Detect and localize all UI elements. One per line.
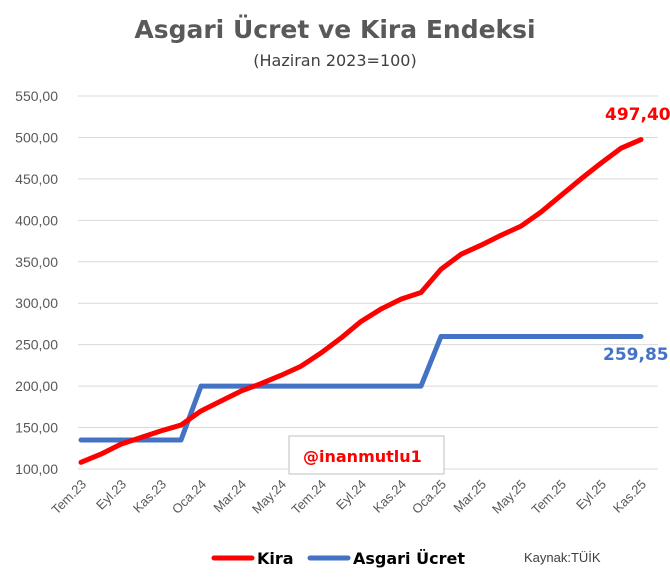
gridlines <box>78 95 658 470</box>
asgari-last-value-label: 259,85 <box>603 345 669 365</box>
x-tick-label: Eyl.23 <box>93 477 129 513</box>
x-tick-label: Oca.24 <box>169 477 209 517</box>
author-handle: @inanmutlu1 <box>303 447 422 466</box>
x-tick-label: Tem.24 <box>288 477 329 518</box>
series-line-kira <box>78 137 644 465</box>
legend-label-kira: Kira <box>257 549 294 568</box>
source-note: Kaynak:TÜİK <box>524 550 601 565</box>
watermark-frame <box>288 435 445 475</box>
x-tick-label: Kas.25 <box>610 477 649 516</box>
y-tick-label: 200,00 <box>15 378 58 394</box>
x-tick-label: Tem.25 <box>528 477 569 518</box>
y-tick-label: 150,00 <box>15 420 58 436</box>
y-tick-label: 100,00 <box>15 461 58 477</box>
y-tick-label: 450,00 <box>15 171 58 187</box>
x-tick-label: Kas.23 <box>130 477 169 516</box>
x-tick-label: Mar.24 <box>210 477 249 516</box>
y-tick-label: 400,00 <box>15 212 58 228</box>
legend: Kira Asgari Ücret <box>211 549 465 568</box>
chart-subtitle: (Haziran 2023=100) <box>253 51 416 70</box>
y-axis-ticks: 100,00 150,00 200,00 250,00 300,00 350,00 400,… <box>15 88 58 477</box>
x-tick-label: Kas.24 <box>370 477 409 516</box>
y-tick-label: 250,00 <box>15 337 58 353</box>
x-tick-label: Eyl.24 <box>333 477 369 513</box>
x-tick-label: Oca.25 <box>409 477 449 517</box>
y-tick-label: 350,00 <box>15 254 58 270</box>
x-tick-label: Eyl.25 <box>573 477 609 513</box>
x-tick-label: May.25 <box>489 477 529 517</box>
y-tick-label: 500,00 <box>15 129 58 145</box>
series-lines <box>78 137 644 465</box>
x-tick-label: May.24 <box>249 477 289 517</box>
kira-last-value-label: 497,40 <box>605 105 670 125</box>
chart-title: Asgari Ücret ve Kira Endeksi <box>134 14 535 44</box>
x-tick-label: Tem.23 <box>48 477 89 518</box>
y-tick-label: 300,00 <box>15 295 58 311</box>
x-axis-ticks: Tem.23 Eyl.23 Kas.23 Oca.24 Mar.24 May.24 Tem.… <box>48 477 649 518</box>
y-tick-label: 550,00 <box>15 88 58 104</box>
series-line-asgari-ucret <box>78 334 644 443</box>
legend-label-asgari: Asgari Ücret <box>353 549 465 568</box>
watermark-box: @inanmutlu1 <box>288 435 445 475</box>
x-tick-label: Mar.25 <box>450 477 489 516</box>
